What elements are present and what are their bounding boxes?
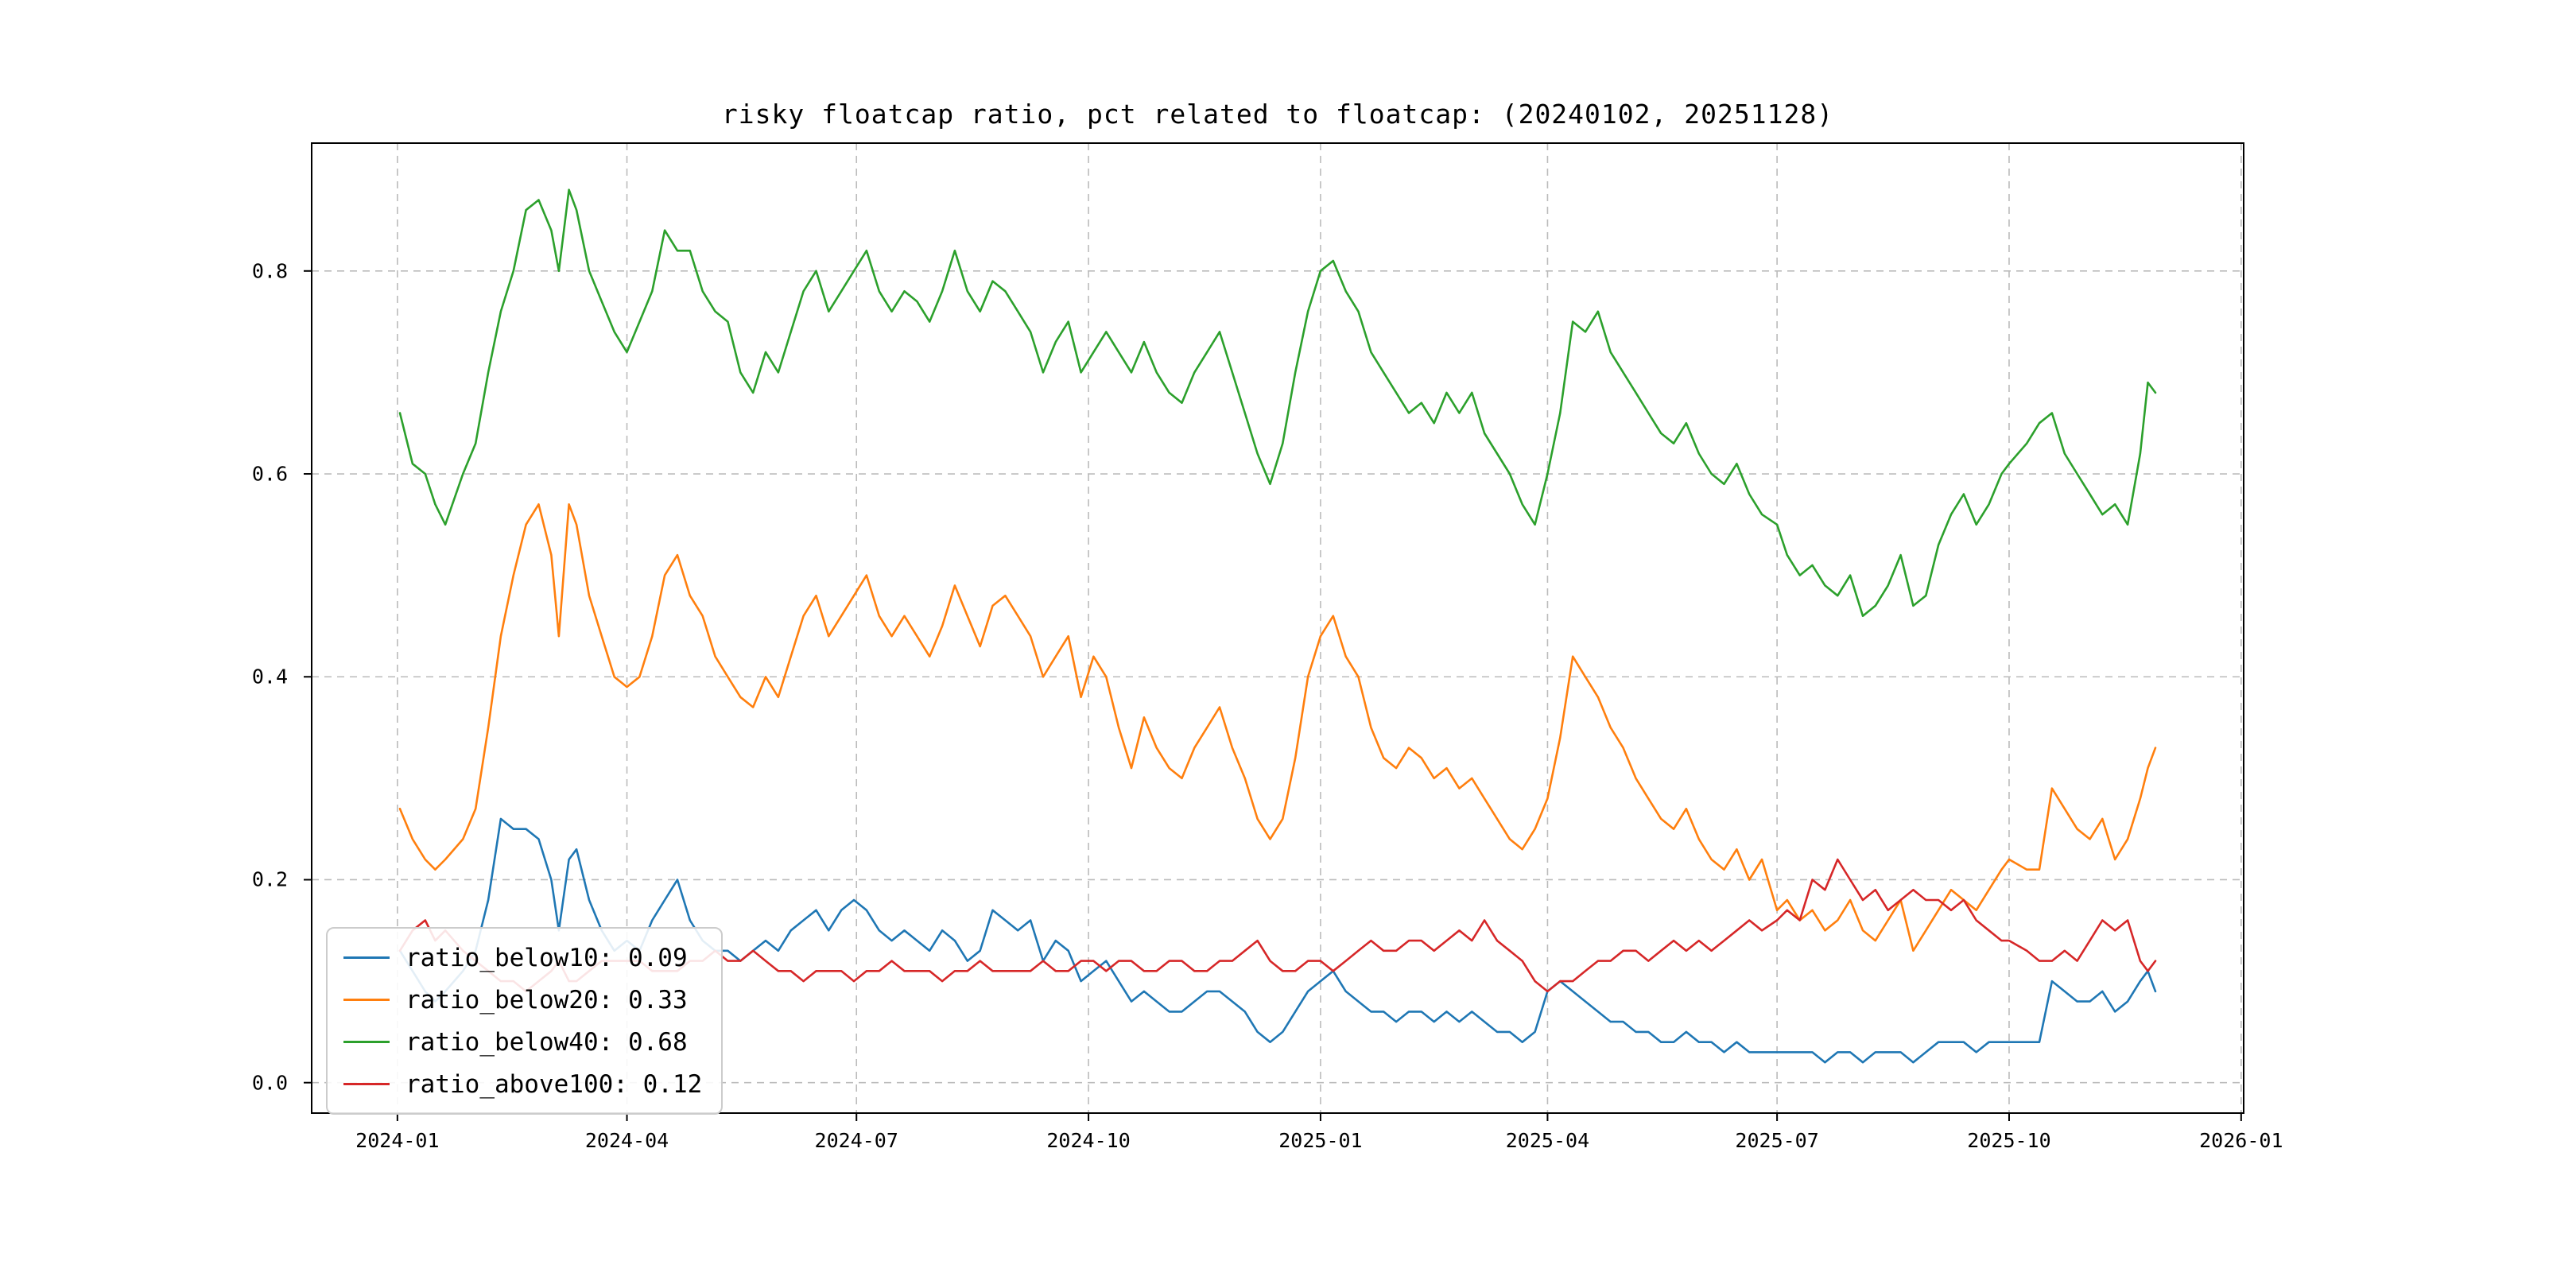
y-tick-label: 0.8	[251, 259, 288, 283]
legend-label: ratio_above100: 0.12	[405, 1069, 703, 1099]
x-tick-label: 2026-01	[2199, 1129, 2283, 1152]
plot-border	[311, 142, 2244, 1114]
x-tick-label: 2024-07	[814, 1129, 898, 1152]
y-tick-label: 0.0	[251, 1071, 288, 1095]
legend-line-swatch	[343, 956, 390, 959]
legend-item-ratio_above100: ratio_above100: 0.12	[343, 1063, 702, 1105]
x-tick-label: 2024-01	[355, 1129, 440, 1152]
legend-label: ratio_below40: 0.68	[405, 1027, 688, 1057]
series-line-ratio_below10	[398, 817, 2157, 1064]
y-tick-label: 0.2	[251, 867, 288, 891]
legend-label: ratio_below20: 0.33	[405, 985, 688, 1014]
x-tick-label: 2025-10	[1967, 1129, 2051, 1152]
legend-item-ratio_below40: ratio_below40: 0.68	[343, 1021, 702, 1063]
legend-item-ratio_below20: ratio_below20: 0.33	[343, 979, 702, 1021]
x-tick-label: 2024-10	[1046, 1129, 1131, 1152]
legend-label: ratio_below10: 0.09	[405, 943, 688, 972]
x-tick-label: 2025-01	[1278, 1129, 1363, 1152]
series-line-ratio_below20	[398, 502, 2157, 952]
legend-line-swatch	[343, 1083, 390, 1085]
chart-title: risky floatcap ratio, pct related to flo…	[721, 99, 1834, 130]
y-tick-label: 0.4	[251, 665, 288, 689]
x-tick-label: 2024-04	[584, 1129, 669, 1152]
x-tick-label: 2025-04	[1505, 1129, 1590, 1152]
legend-line-swatch	[343, 999, 390, 1001]
legend-line-swatch	[343, 1041, 390, 1043]
y-tick-label: 0.6	[251, 462, 288, 486]
legend-item-ratio_below10: ratio_below10: 0.09	[343, 937, 702, 979]
x-axis-tick-labels: 2024-01 2024-04 2024-07 2024-10 2025-01 2025-…	[0, 1129, 2576, 1164]
legend: ratio_below10: 0.09 ratio_below20: 0.33 ra…	[326, 927, 724, 1115]
y-axis-tick-labels: 0.0 0.2 0.4 0.6 0.8	[0, 0, 296, 1288]
series-line-ratio_below40	[398, 188, 2157, 618]
x-tick-label: 2025-07	[1735, 1129, 1819, 1152]
